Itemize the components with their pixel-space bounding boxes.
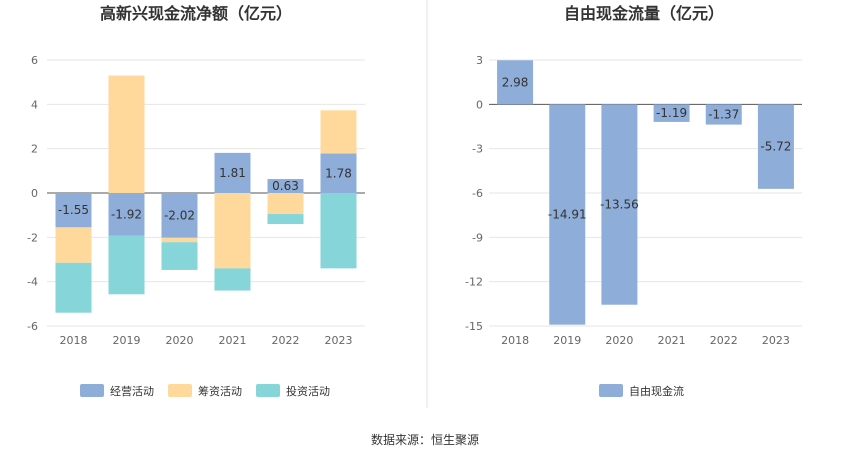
y-tick-label: 3 [476,54,483,67]
bar-operating [320,153,357,193]
chart-title-right: 自由现金流量（亿元） [564,4,724,23]
left-chart: -6 -4 -2 0 2 4 6 2018 -1.55 2019 -1.92 2020 -2.02 202… [27,54,365,398]
data-label: 1.81 [219,166,246,180]
y-tick-label: -6 [472,187,483,200]
x-tick-label: 2022 [710,334,738,347]
bar-financing [161,237,198,243]
data-label: -5.72 [760,140,791,154]
data-label: 1.78 [325,166,352,180]
bar-financing [267,193,304,215]
y-tick-label: 0 [476,98,483,111]
y-tick-label: -3 [472,143,483,156]
legend-label: 投资活动 [286,384,330,398]
y-tick-label: 4 [31,98,38,111]
x-tick-label: 2019 [553,334,581,347]
bar-investing [161,242,198,270]
right-chart: -15 -12 -9 -6 -3 0 3 2018 2.98 2019 -14.91 2020 -13.… [465,54,802,398]
y-tick-label: 2 [31,143,38,156]
x-tick-label: 2020 [166,334,194,347]
source-note: 数据来源：恒生聚源 [371,432,479,447]
data-label: -1.37 [708,107,739,121]
y-tick-label: -9 [472,231,483,244]
bar-free-cash-flow [601,104,638,305]
x-tick-label: 2018 [501,334,529,347]
data-label: 0.63 [272,179,299,193]
legend-swatch [168,384,192,397]
data-label: -1.19 [656,106,687,120]
bar-investing [214,268,251,291]
bar-operating [161,193,198,238]
bar-operating [267,179,304,193]
data-label: -14.91 [548,208,587,222]
data-label: 2.98 [502,75,529,89]
bar-investing [55,262,92,313]
y-tick-label: 6 [31,54,38,67]
bar-free-cash-flow [705,104,742,125]
legend-swatch [80,384,104,397]
legend-swatch [599,384,623,397]
bar-operating [55,193,92,228]
x-tick-label: 2020 [605,334,633,347]
bar-free-cash-flow [757,104,794,189]
bar-investing [108,235,145,295]
data-label: -2.02 [164,208,195,222]
bar-financing [55,227,92,263]
bar-free-cash-flow [549,104,586,325]
x-tick-label: 2019 [113,334,141,347]
x-tick-label: 2021 [658,334,686,347]
x-tick-label: 2023 [762,334,790,347]
x-tick-label: 2022 [272,334,300,347]
x-tick-label: 2018 [60,334,88,347]
data-label: -13.56 [600,198,639,212]
y-tick-label: -4 [27,276,38,289]
y-tick-label: -15 [465,320,483,333]
bar-investing [320,193,357,269]
bar-operating [214,152,251,193]
bar-financing [108,75,145,193]
bar-free-cash-flow [497,60,534,105]
bar-investing [267,214,304,225]
bar-free-cash-flow [653,104,690,122]
bar-operating [108,193,145,236]
y-tick-label: -12 [465,276,483,289]
legend-label: 经营活动 [110,384,154,398]
legend-label: 自由现金流 [629,384,684,398]
data-label: -1.92 [111,207,142,221]
legend-swatch [256,384,280,397]
bar-financing [214,193,251,269]
y-tick-label: -2 [27,231,38,244]
x-tick-label: 2023 [325,334,353,347]
chart-title-left: 高新兴现金流净额（亿元） [100,4,292,23]
y-tick-label: -6 [27,320,38,333]
data-label: -1.55 [58,203,89,217]
y-tick-label: 0 [31,187,38,200]
legend-label: 筹资活动 [198,384,242,398]
x-tick-label: 2021 [219,334,247,347]
bar-financing [320,110,357,154]
